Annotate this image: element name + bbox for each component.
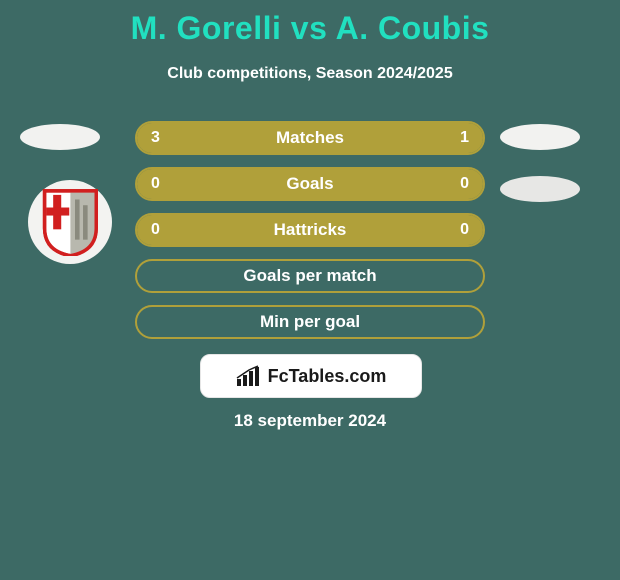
watermark-text: FcTables.com (268, 366, 387, 387)
infographic-date: 18 september 2024 (0, 411, 620, 431)
player-photo-right (500, 124, 580, 150)
club-badge-right (500, 176, 580, 202)
stat-value-right: 0 (460, 169, 469, 199)
chart-bars-icon (236, 365, 262, 387)
stat-value-left: 0 (151, 169, 160, 199)
stat-bar: Goals per match (135, 259, 485, 293)
stat-label: Matches (137, 123, 483, 153)
stat-value-right: 0 (460, 215, 469, 245)
club-shield-icon (41, 188, 100, 257)
stat-bar: Goals0 0 (135, 167, 485, 201)
page-title: M. Gorelli vs A. Coubis (0, 10, 620, 47)
player-photo-left (20, 124, 100, 150)
stat-label: Min per goal (137, 307, 483, 337)
comparison-infographic: M. Gorelli vs A. Coubis Club competitions… (0, 0, 620, 580)
stat-value-left: 0 (151, 215, 160, 245)
stat-value-left: 3 (151, 123, 160, 153)
stat-bar: Hattricks0 0 (135, 213, 485, 247)
stat-bar: Matches3 1 (135, 121, 485, 155)
stat-value-right: 1 (460, 123, 469, 153)
stat-bar: Min per goal (135, 305, 485, 339)
club-badge-left (28, 180, 112, 264)
stat-label: Goals per match (137, 261, 483, 291)
subtitle: Club competitions, Season 2024/2025 (0, 65, 620, 83)
stat-label: Hattricks (137, 215, 483, 245)
stat-label: Goals (137, 169, 483, 199)
watermark: FcTables.com (200, 354, 422, 398)
